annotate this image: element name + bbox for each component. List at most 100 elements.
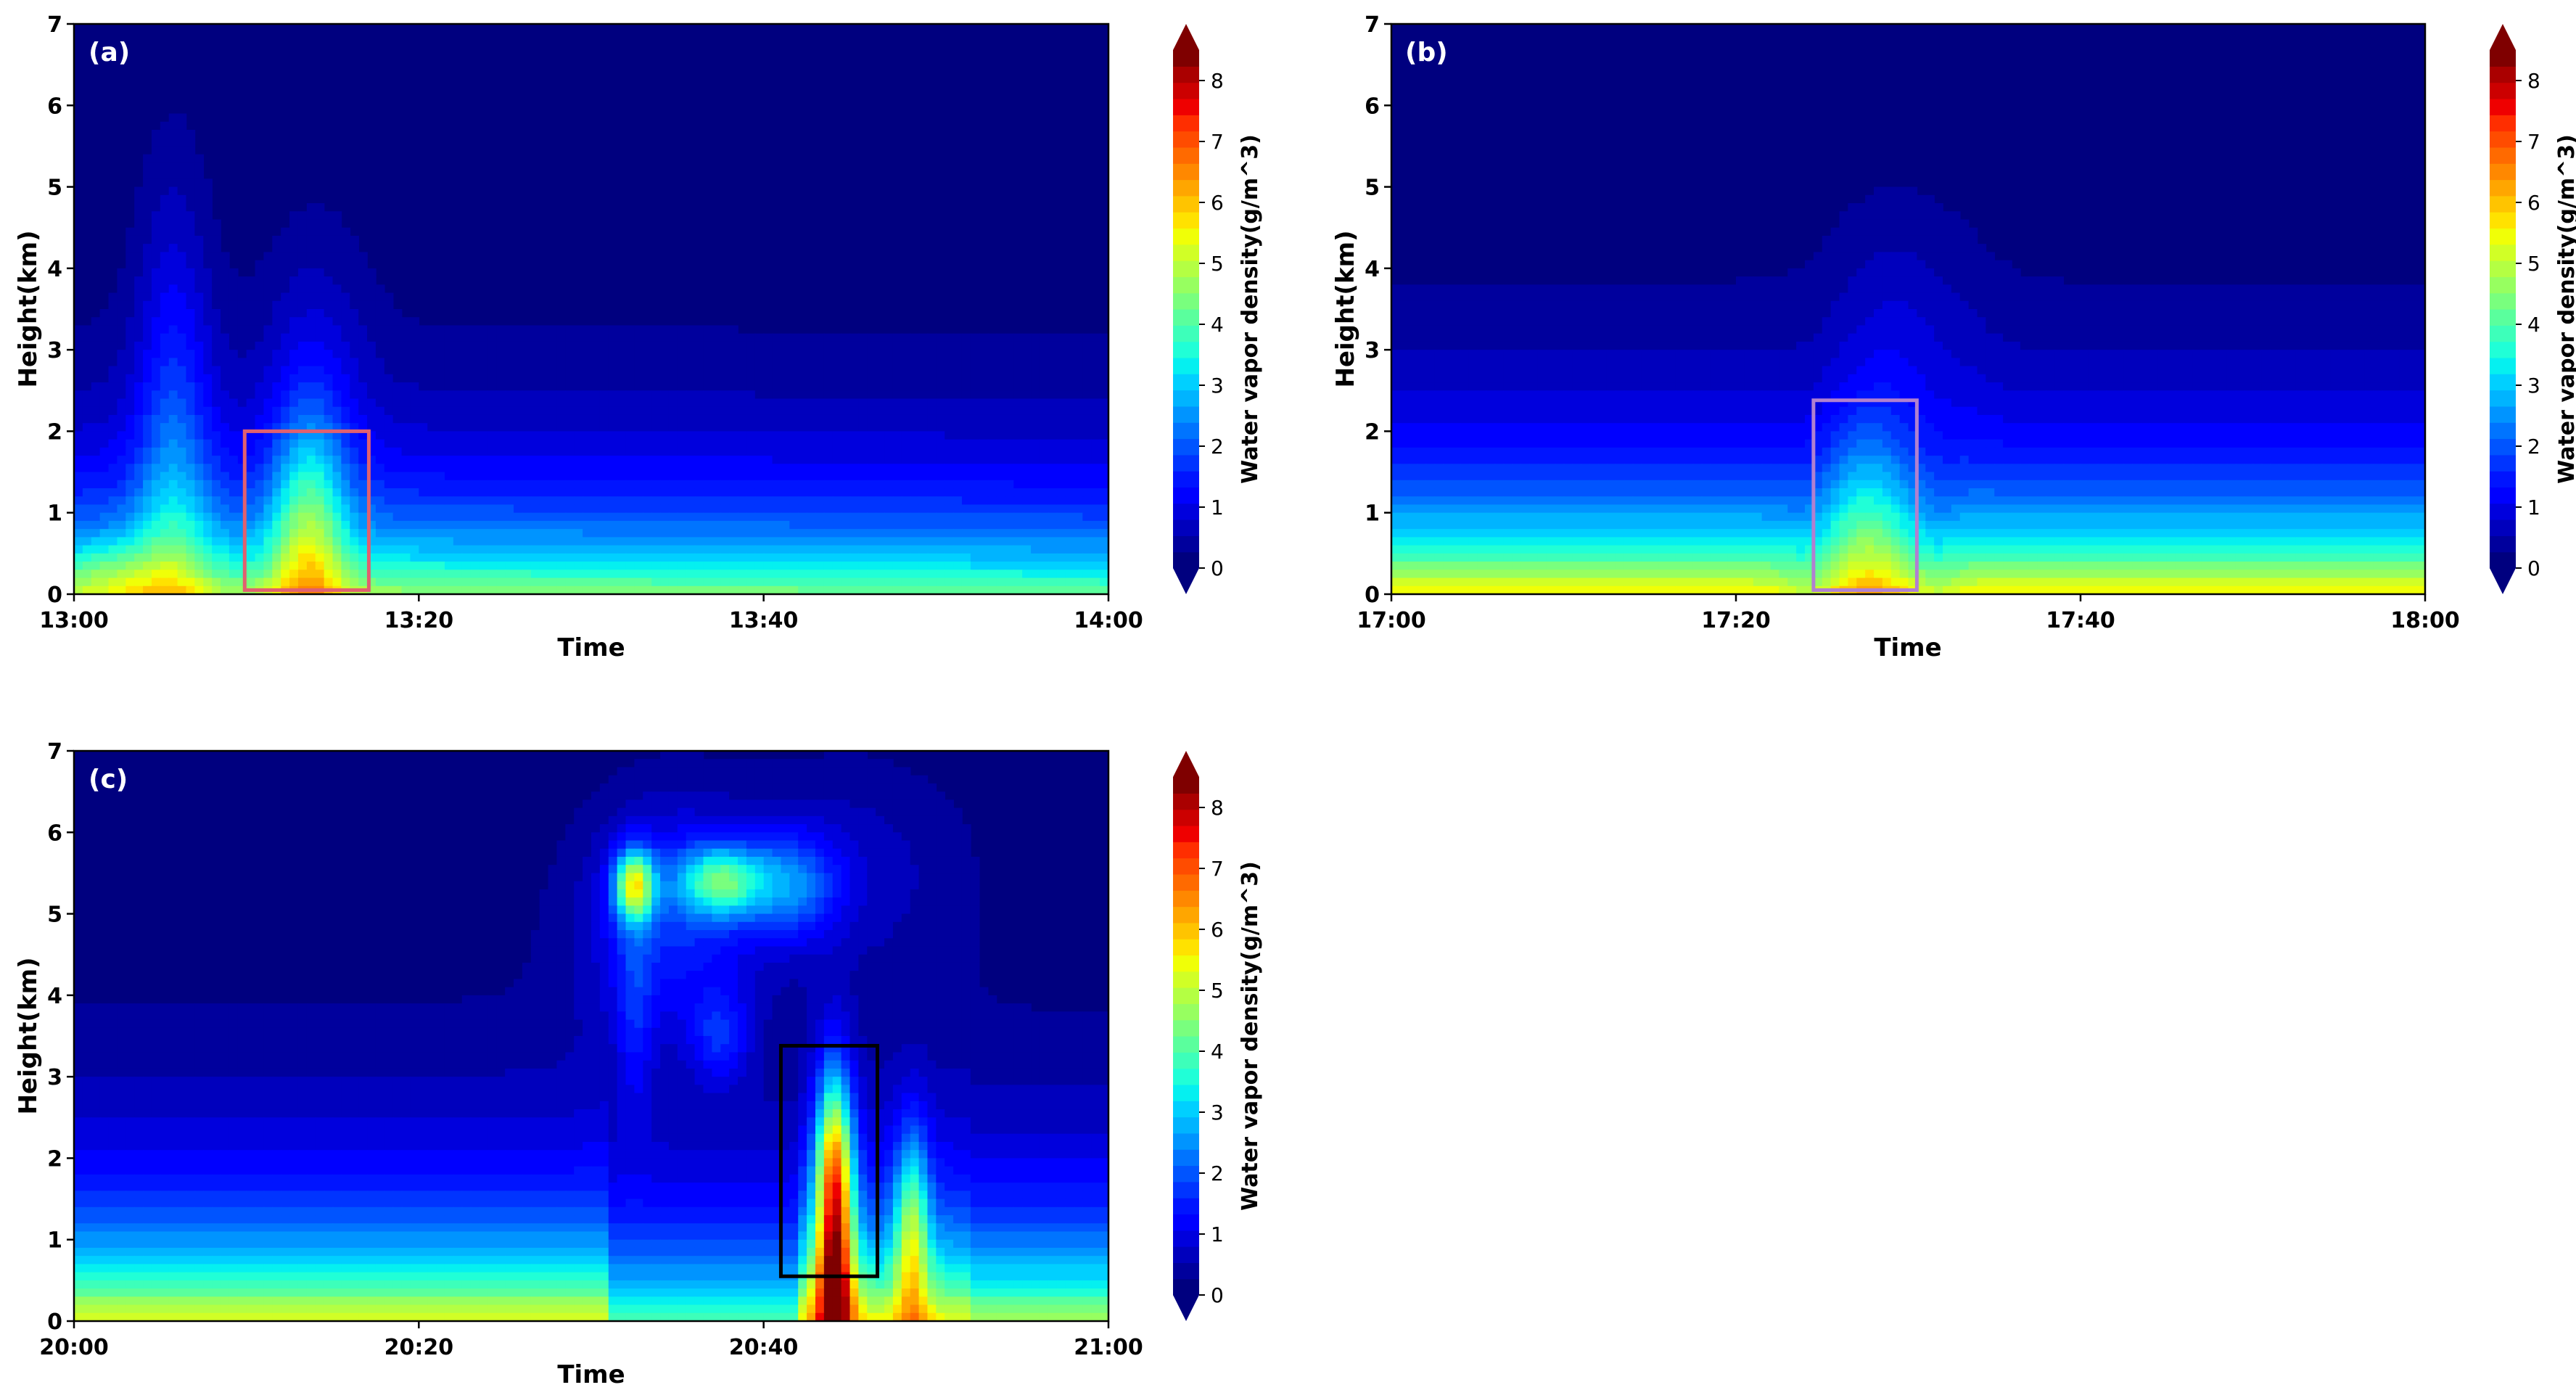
heatmap-cell xyxy=(651,398,661,408)
heatmap-cell xyxy=(125,414,135,424)
heatmap-cell xyxy=(1822,235,1832,244)
heatmap-cell xyxy=(289,300,299,310)
heatmap-cell xyxy=(263,431,273,440)
heatmap-cell xyxy=(539,447,549,456)
heatmap-cell xyxy=(1013,431,1023,440)
heatmap-cell xyxy=(936,374,946,383)
heatmap-cell xyxy=(212,268,221,277)
heatmap-cell xyxy=(918,341,929,350)
heatmap-cell xyxy=(91,464,101,473)
heatmap-cell xyxy=(798,447,807,456)
heatmap-cell xyxy=(858,577,868,587)
heatmap-cell xyxy=(2046,284,2056,294)
heatmap-cell xyxy=(1091,496,1100,506)
heatmap-cell xyxy=(1959,292,1970,302)
heatmap-cell xyxy=(436,398,445,408)
heatmap-cell xyxy=(927,496,937,506)
heatmap-cell xyxy=(892,333,902,342)
heatmap-cell xyxy=(427,325,437,334)
heatmap-cell xyxy=(686,585,696,594)
heatmap-cell xyxy=(246,317,256,326)
heatmap-cell xyxy=(134,431,144,440)
heatmap-cell xyxy=(1719,292,1728,302)
heatmap-cell xyxy=(134,244,144,253)
heatmap-cell xyxy=(2192,292,2202,302)
heatmap-cell xyxy=(341,390,351,400)
heatmap-cell xyxy=(996,366,1006,375)
heatmap-cell xyxy=(781,570,791,579)
heatmap-cell xyxy=(203,431,213,440)
heatmap-cell xyxy=(1074,398,1084,408)
heatmap-cell xyxy=(789,480,799,489)
heatmap-cell xyxy=(945,439,954,448)
heatmap-cell xyxy=(479,545,489,554)
heatmap-cell xyxy=(315,504,325,514)
heatmap-cell xyxy=(237,374,247,383)
heatmap-cell xyxy=(255,431,265,440)
heatmap-cell xyxy=(332,252,342,261)
heatmap-cell xyxy=(643,333,652,342)
heatmap-cell xyxy=(987,464,997,473)
heatmap-cell xyxy=(168,129,178,139)
heatmap-cell xyxy=(987,406,997,416)
heatmap-cell xyxy=(410,529,420,538)
heatmap-cell xyxy=(350,504,359,514)
heatmap-cell xyxy=(556,545,567,554)
heatmap-cell xyxy=(996,431,1006,440)
heatmap-cell xyxy=(1022,350,1032,359)
heatmap-cell xyxy=(289,219,299,229)
heatmap-cell xyxy=(694,414,704,424)
heatmap-cell xyxy=(134,292,144,302)
heatmap-cell xyxy=(987,431,997,440)
heatmap-cell xyxy=(427,390,437,400)
heatmap-cell xyxy=(419,488,429,498)
heatmap-cell xyxy=(350,431,359,440)
heatmap-cell xyxy=(461,406,472,416)
heatmap-cell xyxy=(297,577,308,587)
heatmap-cell xyxy=(849,366,860,375)
heatmap-cell xyxy=(350,398,359,408)
heatmap-cell xyxy=(1744,300,1754,310)
heatmap-cell xyxy=(660,480,670,489)
heatmap-cell xyxy=(807,488,816,498)
heatmap-cell xyxy=(634,358,644,367)
heatmap-cell xyxy=(807,504,816,514)
heatmap-cell xyxy=(1065,488,1075,498)
heatmap-cell xyxy=(160,203,170,213)
heatmap-cell xyxy=(1822,252,1832,261)
heatmap-cell xyxy=(1074,456,1084,465)
heatmap-cell xyxy=(143,496,152,506)
heatmap-cell xyxy=(608,358,618,367)
heatmap-cell xyxy=(599,545,609,554)
heatmap-cell xyxy=(979,456,989,465)
heatmap-cell xyxy=(1074,439,1084,448)
heatmap-cell xyxy=(324,464,334,473)
heatmap-cell xyxy=(996,545,1006,554)
heatmap-cell xyxy=(574,358,583,367)
heatmap-cell xyxy=(832,333,842,342)
heatmap-cell xyxy=(392,570,403,579)
heatmap-cell xyxy=(841,553,851,562)
heatmap-cell xyxy=(884,390,894,400)
heatmap-cell xyxy=(419,366,429,375)
heatmap-cell xyxy=(177,529,187,538)
heatmap-cell xyxy=(487,504,498,514)
heatmap-cell xyxy=(436,480,445,489)
heatmap-cell xyxy=(392,366,403,375)
heatmap-cell xyxy=(1943,276,1952,286)
heatmap-cell xyxy=(599,366,609,375)
colorbar-label: Water vapor density(g/m^3) xyxy=(1238,134,1263,484)
heatmap-cell xyxy=(1874,252,1883,261)
heatmap-cell xyxy=(694,333,704,342)
heatmap-cell xyxy=(186,219,196,229)
heatmap-cell xyxy=(99,447,110,456)
heatmap-cell xyxy=(522,512,532,522)
heatmap-cell xyxy=(2201,284,2210,294)
heatmap-cell xyxy=(392,341,403,350)
heatmap-cell xyxy=(134,211,144,221)
heatmap-cell xyxy=(556,341,567,350)
heatmap-cell xyxy=(332,447,342,456)
heatmap-cell xyxy=(1684,292,1694,302)
heatmap-cell xyxy=(1013,456,1023,465)
heatmap-cell xyxy=(168,350,178,359)
